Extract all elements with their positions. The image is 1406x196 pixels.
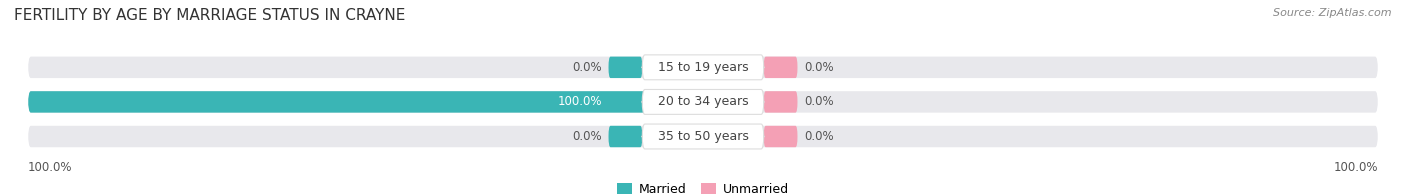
Text: 15 to 19 years: 15 to 19 years <box>658 61 748 74</box>
Text: 35 to 50 years: 35 to 50 years <box>658 130 748 143</box>
FancyBboxPatch shape <box>763 126 797 147</box>
FancyBboxPatch shape <box>763 91 797 113</box>
FancyBboxPatch shape <box>703 57 1378 78</box>
FancyBboxPatch shape <box>28 126 703 147</box>
FancyBboxPatch shape <box>643 55 763 80</box>
FancyBboxPatch shape <box>28 91 703 113</box>
Text: 100.0%: 100.0% <box>28 161 73 174</box>
FancyBboxPatch shape <box>763 57 797 78</box>
Text: 20 to 34 years: 20 to 34 years <box>658 95 748 108</box>
FancyBboxPatch shape <box>609 126 643 147</box>
FancyBboxPatch shape <box>28 57 703 78</box>
Text: 0.0%: 0.0% <box>572 61 602 74</box>
Text: 100.0%: 100.0% <box>1333 161 1378 174</box>
FancyBboxPatch shape <box>643 89 763 114</box>
Text: FERTILITY BY AGE BY MARRIAGE STATUS IN CRAYNE: FERTILITY BY AGE BY MARRIAGE STATUS IN C… <box>14 8 405 23</box>
FancyBboxPatch shape <box>703 91 1378 113</box>
FancyBboxPatch shape <box>609 57 643 78</box>
FancyBboxPatch shape <box>703 126 1378 147</box>
Text: 100.0%: 100.0% <box>557 95 602 108</box>
Legend: Married, Unmarried: Married, Unmarried <box>617 183 789 196</box>
Text: 0.0%: 0.0% <box>804 95 834 108</box>
FancyBboxPatch shape <box>643 124 763 149</box>
FancyBboxPatch shape <box>28 91 703 113</box>
Text: Source: ZipAtlas.com: Source: ZipAtlas.com <box>1274 8 1392 18</box>
Text: 0.0%: 0.0% <box>804 130 834 143</box>
Text: 0.0%: 0.0% <box>572 130 602 143</box>
Text: 0.0%: 0.0% <box>804 61 834 74</box>
